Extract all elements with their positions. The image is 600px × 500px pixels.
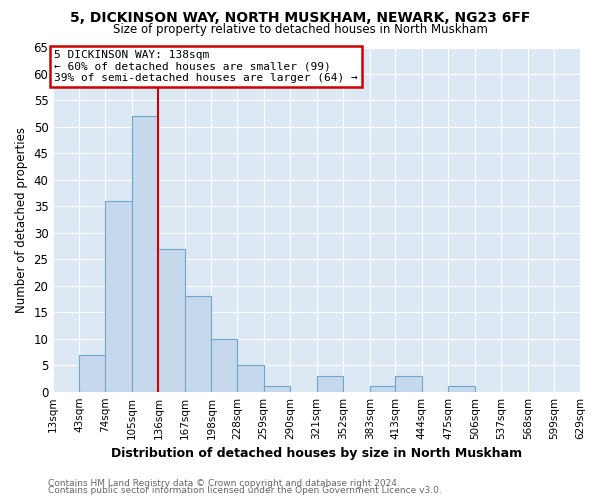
Bar bbox=[317, 376, 343, 392]
X-axis label: Distribution of detached houses by size in North Muskham: Distribution of detached houses by size … bbox=[111, 447, 522, 460]
Text: Size of property relative to detached houses in North Muskham: Size of property relative to detached ho… bbox=[113, 22, 487, 36]
Bar bbox=[395, 376, 422, 392]
Text: 5, DICKINSON WAY, NORTH MUSKHAM, NEWARK, NG23 6FF: 5, DICKINSON WAY, NORTH MUSKHAM, NEWARK,… bbox=[70, 11, 530, 25]
Bar bbox=[237, 365, 263, 392]
Bar bbox=[263, 386, 290, 392]
Text: Contains public sector information licensed under the Open Government Licence v3: Contains public sector information licen… bbox=[48, 486, 442, 495]
Bar bbox=[158, 248, 185, 392]
Text: Contains HM Land Registry data © Crown copyright and database right 2024.: Contains HM Land Registry data © Crown c… bbox=[48, 478, 400, 488]
Y-axis label: Number of detached properties: Number of detached properties bbox=[15, 126, 28, 312]
Bar bbox=[132, 116, 158, 392]
Bar bbox=[211, 338, 237, 392]
Bar bbox=[106, 201, 132, 392]
Bar bbox=[79, 354, 106, 392]
Text: 5 DICKINSON WAY: 138sqm
← 60% of detached houses are smaller (99)
39% of semi-de: 5 DICKINSON WAY: 138sqm ← 60% of detache… bbox=[54, 50, 358, 84]
Bar bbox=[448, 386, 475, 392]
Bar bbox=[370, 386, 395, 392]
Bar bbox=[185, 296, 211, 392]
